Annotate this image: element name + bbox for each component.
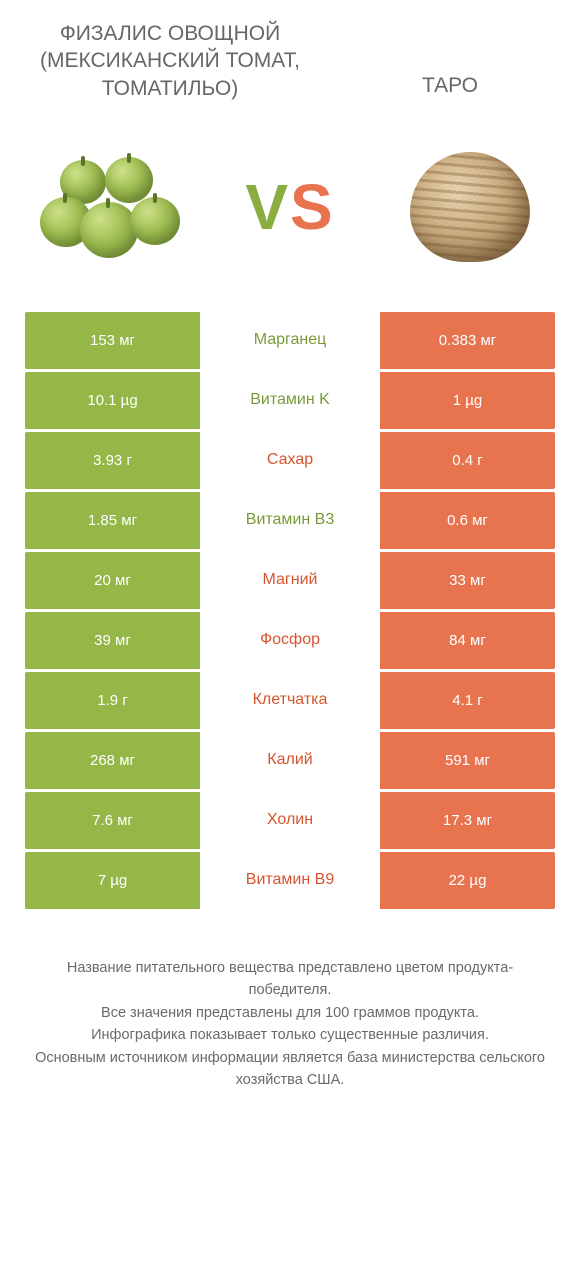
value-left: 20 мг xyxy=(25,552,200,609)
value-left: 7 µg xyxy=(25,852,200,909)
table-row: 10.1 µgВитамин K1 µg xyxy=(25,372,555,429)
nutrient-label: Фосфор xyxy=(200,612,380,669)
value-left: 3.93 г xyxy=(25,432,200,489)
table-row: 7 µgВитамин B922 µg xyxy=(25,852,555,909)
table-row: 1.85 мгВитамин B30.6 мг xyxy=(25,492,555,549)
title-left: Физалис овощной (мексиканский томат, том… xyxy=(30,20,310,102)
table-row: 39 мгФосфор84 мг xyxy=(25,612,555,669)
footer-line-3: Инфографика показывает только существенн… xyxy=(28,1024,552,1046)
title-right: Таро xyxy=(350,74,550,102)
vs-label: VS xyxy=(245,170,334,244)
value-left: 10.1 µg xyxy=(25,372,200,429)
value-right: 1 µg xyxy=(380,372,555,429)
table-row: 153 мгМарганец0.383 мг xyxy=(25,312,555,369)
footer-line-4: Основным источником информации является … xyxy=(28,1047,552,1092)
value-right: 0.383 мг xyxy=(380,312,555,369)
table-row: 20 мгМагний33 мг xyxy=(25,552,555,609)
value-left: 268 мг xyxy=(25,732,200,789)
vs-row: VS xyxy=(0,112,580,312)
value-right: 0.4 г xyxy=(380,432,555,489)
nutrient-label: Витамин B9 xyxy=(200,852,380,909)
value-left: 7.6 мг xyxy=(25,792,200,849)
value-left: 1.85 мг xyxy=(25,492,200,549)
value-left: 39 мг xyxy=(25,612,200,669)
table-row: 1.9 гКлетчатка4.1 г xyxy=(25,672,555,729)
vs-s: S xyxy=(290,171,335,243)
nutrient-label: Витамин K xyxy=(200,372,380,429)
nutrient-label: Сахар xyxy=(200,432,380,489)
nutrient-label: Марганец xyxy=(200,312,380,369)
value-left: 153 мг xyxy=(25,312,200,369)
footer-line-1: Название питательного вещества представл… xyxy=(28,957,552,1002)
footer: Название питательного вещества представл… xyxy=(0,912,580,1092)
value-right: 591 мг xyxy=(380,732,555,789)
value-right: 4.1 г xyxy=(380,672,555,729)
taro-image xyxy=(390,142,550,272)
table-row: 268 мгКалий591 мг xyxy=(25,732,555,789)
value-right: 22 µg xyxy=(380,852,555,909)
tomatillo-image xyxy=(30,142,190,272)
table-row: 7.6 мгХолин17.3 мг xyxy=(25,792,555,849)
nutrient-label: Калий xyxy=(200,732,380,789)
nutrient-label: Холин xyxy=(200,792,380,849)
nutrient-label: Витамин B3 xyxy=(200,492,380,549)
value-right: 0.6 мг xyxy=(380,492,555,549)
value-right: 17.3 мг xyxy=(380,792,555,849)
footer-line-2: Все значения представлены для 100 граммо… xyxy=(28,1002,552,1024)
table-row: 3.93 гСахар0.4 г xyxy=(25,432,555,489)
comparison-table: 153 мгМарганец0.383 мг10.1 µgВитамин K1 … xyxy=(0,312,580,909)
value-right: 84 мг xyxy=(380,612,555,669)
nutrient-label: Магний xyxy=(200,552,380,609)
value-right: 33 мг xyxy=(380,552,555,609)
nutrient-label: Клетчатка xyxy=(200,672,380,729)
vs-v: V xyxy=(245,171,290,243)
value-left: 1.9 г xyxy=(25,672,200,729)
header: Физалис овощной (мексиканский томат, том… xyxy=(0,0,580,112)
